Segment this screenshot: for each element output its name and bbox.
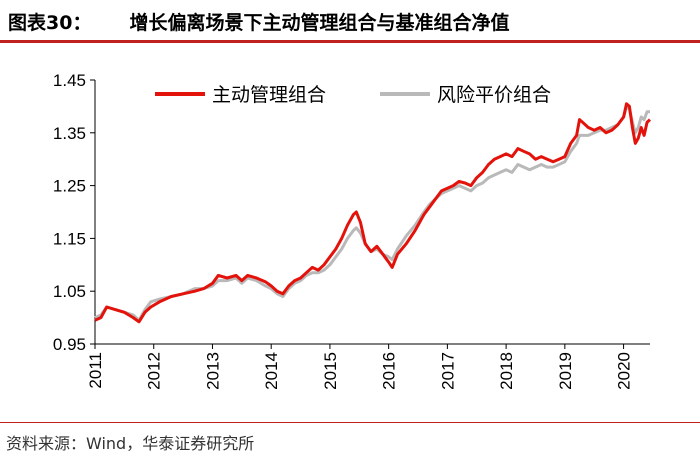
x-tick-label: 2014 [262,352,281,390]
y-tick-label: 0.95 [53,335,86,354]
x-tick-label: 2013 [203,352,222,390]
y-tick-label: 1.35 [53,124,86,143]
x-tick-label: 2016 [380,352,399,390]
x-tick-label: 2017 [438,352,457,390]
footer-rule [0,422,700,423]
legend-item-benchmark: 风险平价组合 [380,84,551,106]
chart-series [94,102,652,324]
source-note: 资料来源：Wind，华泰证券研究所 [6,434,255,453]
figure-header: 图表30： 增长偏离场景下主动管理组合与基准组合净值 [0,0,700,40]
legend-item-active: 主动管理组合 [155,84,326,106]
x-tick-label: 2019 [556,352,575,390]
x-tick-label: 2012 [145,352,164,390]
figure-title: 图表30： 增长偏离场景下主动管理组合与基准组合净值 [8,8,509,35]
chart-axes: 0.95 1.05 1.15 1.25 1.35 1.45 2011 2012 2013 2014… [53,71,650,390]
series-line-active [94,102,652,324]
legend-label: 主动管理组合 [212,84,326,106]
x-tick-label: 2018 [497,352,516,390]
x-tick-label: 2011 [86,352,105,389]
legend-label: 风险平价组合 [437,84,551,106]
x-tick-label: 2020 [615,352,634,390]
series-line-benchmark [94,104,650,322]
chart-legend: 主动管理组合 风险平价组合 [155,84,551,106]
figure-label: 图表30： [8,12,92,34]
y-tick-label: 1.15 [53,229,86,248]
line-chart: 0.95 1.05 1.15 1.25 1.35 1.45 2011 2012 2013 2014… [53,71,652,390]
y-tick-label: 1.25 [53,177,86,196]
header-rule [0,40,700,43]
y-tick-label: 1.45 [53,71,86,90]
y-tick-label: 1.05 [53,282,86,301]
x-tick-label: 2015 [321,352,340,390]
figure-caption: 增长偏离场景下主动管理组合与基准组合净值 [129,12,510,34]
